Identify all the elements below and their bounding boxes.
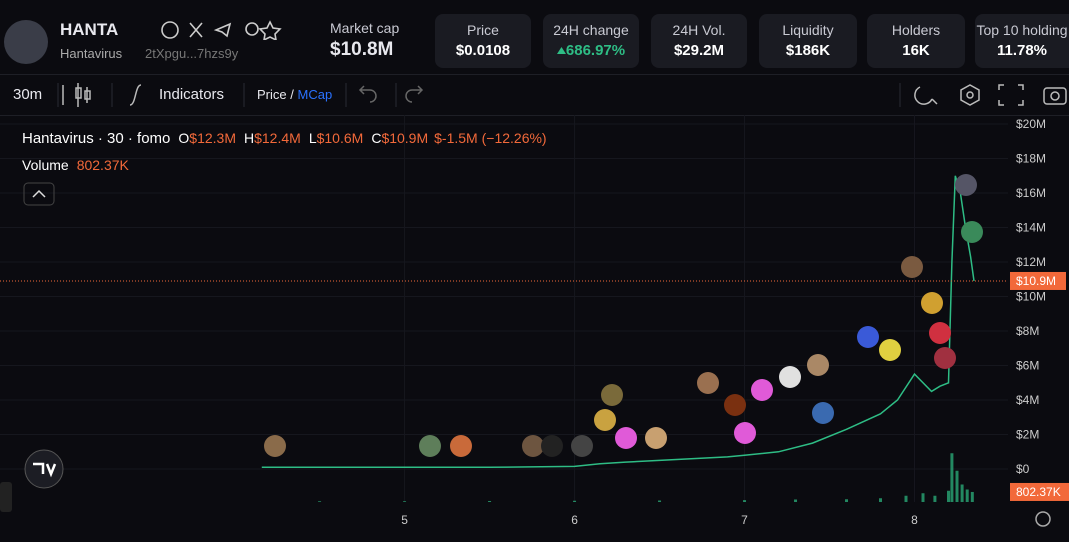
- volume-value: 802.37K: [77, 157, 130, 173]
- volume-tag-label: 802.37K: [1016, 485, 1061, 499]
- volume-bar: [658, 500, 662, 502]
- x-tick-label: 5: [401, 513, 408, 527]
- overlay: $0 $2M $4M $6M $8M $10M $12M $14M $16M $18M $20M 5 6…: [22, 117, 1069, 527]
- stat-label: Top 10 holding: [976, 22, 1068, 38]
- stat-card: Liquidity $186K: [759, 14, 857, 68]
- volume-legend: Volume 802.37K: [22, 157, 130, 173]
- y-tick-label: $6M: [1016, 359, 1039, 373]
- chart-title: Hantavirus · 30 · fomo: [22, 130, 170, 147]
- change-value: 686.97%: [565, 42, 626, 59]
- collapse-icon: [32, 189, 46, 198]
- y-tick-label: $0: [1016, 462, 1030, 476]
- up-arrow: [556, 47, 566, 54]
- volume-bar: [950, 453, 954, 502]
- stat-label: 24H change: [553, 22, 629, 38]
- stat-card: 24H change 686.97%: [543, 14, 639, 68]
- stat-card: Holders 16K: [867, 14, 965, 68]
- y-tick-label: $18M: [1016, 152, 1046, 166]
- stat-value: $10.8M: [330, 39, 394, 60]
- last-price-tag: [1010, 271, 1066, 290]
- social-icons: [160, 20, 290, 42]
- volume-bar: [743, 500, 747, 502]
- symbol: HANTA: [60, 20, 119, 39]
- volume-bar: [879, 498, 883, 502]
- ohlc-value: $12.3M: [189, 130, 236, 146]
- ohlc-value: $10.6M: [317, 130, 364, 146]
- y-tick-label: $14M: [1016, 221, 1046, 235]
- legend: Hantavirus · 30 · fomo O$12.3M H$12.4M L$10…: [22, 130, 547, 147]
- volume-bar: [573, 500, 577, 502]
- stat-card: Top 10 holding 11.78%: [975, 14, 1069, 68]
- y-tick-label: $2M: [1016, 428, 1039, 442]
- ohlc-label: O: [178, 130, 189, 146]
- stat-label: Holders: [891, 22, 941, 38]
- ohlc-label: H: [244, 130, 254, 146]
- stat-value: 686.97%: [543, 42, 639, 59]
- ohlc-label: L: [309, 130, 317, 146]
- volume-bar: [955, 470, 959, 502]
- volume-bar: [318, 501, 322, 502]
- volume-bar: [904, 495, 908, 502]
- icons: [161, 20, 282, 42]
- toolbar: 30m Indicators Price / MCap: [0, 74, 1069, 116]
- mcap-line: [261, 175, 975, 469]
- stat-value: $186K: [785, 42, 831, 59]
- y-tick-label: $10M: [1016, 290, 1046, 304]
- volume-bar: [965, 489, 969, 502]
- ohlc-label: C: [371, 130, 381, 146]
- address[interactable]: 2tXpgu...7hzs9y: [145, 46, 239, 61]
- stat-value: 11.78%: [996, 42, 1048, 59]
- stat-label: Market cap: [330, 20, 400, 36]
- indicators[interactable]: Indicators: [159, 86, 225, 103]
- separator: /: [290, 87, 294, 102]
- x-tick-label: 6: [571, 513, 578, 527]
- x-tick-label: 7: [741, 513, 748, 527]
- stat-label: Liquidity: [782, 22, 834, 38]
- settings-icon[interactable]: [1035, 511, 1051, 527]
- y-tick-label: $20M: [1016, 117, 1046, 131]
- volume-bar: [794, 499, 798, 502]
- volume-bar: [921, 493, 925, 502]
- interval[interactable]: 30m: [13, 86, 43, 103]
- volume-bar: [970, 491, 974, 502]
- stat-value: $0.0108: [455, 42, 511, 59]
- last-price-label: $10.9M: [1016, 274, 1056, 288]
- mcap: MCap: [297, 87, 333, 102]
- token-name: Hantavirus: [60, 46, 123, 61]
- price-mcap-toggle[interactable]: Price / MCap: [257, 87, 332, 102]
- volume-tag: [1010, 482, 1069, 501]
- token-avatar: [4, 20, 48, 64]
- tv-logo-mark: [33, 462, 57, 478]
- stat-value: 16K: [902, 42, 930, 59]
- volume-bar: [960, 484, 964, 502]
- plot: [0, 115, 1008, 502]
- volume-title: Volume: [22, 157, 69, 173]
- stat-value: $29.2M: [673, 42, 725, 59]
- volume-bar: [947, 490, 951, 502]
- stat-card: Price $0.0108: [435, 14, 531, 68]
- volume-bar: [403, 501, 407, 502]
- volume-bar: [933, 495, 937, 502]
- y-tick-label: $16M: [1016, 186, 1046, 200]
- ohlc-value: $12.4M: [254, 130, 301, 146]
- ohlc-value: $10.9M: [381, 130, 428, 146]
- collapse-button[interactable]: [23, 182, 55, 206]
- y-tick-label: $4M: [1016, 393, 1039, 407]
- volume-bar: [845, 499, 849, 502]
- change: $-1.5M (−12.26%): [434, 130, 546, 146]
- volume-bar: [488, 501, 492, 502]
- y-tick-label: $12M: [1016, 255, 1046, 269]
- trader-avatars: [264, 174, 983, 457]
- stat-label: Price: [467, 22, 499, 38]
- y-tick-label: $8M: [1016, 324, 1039, 338]
- chart: $0 $2M $4M $6M $8M $10M $12M $14M $16M $18M $20M 5 6…: [0, 115, 1069, 527]
- stat-label: 24H Vol.: [672, 22, 726, 38]
- toolbar-icons: [57, 83, 1067, 107]
- stat-card: 24H Vol. $29.2M: [651, 14, 747, 68]
- price: Price: [257, 87, 287, 102]
- x-tick-label: 8: [911, 513, 918, 527]
- side-toggle[interactable]: [0, 482, 12, 512]
